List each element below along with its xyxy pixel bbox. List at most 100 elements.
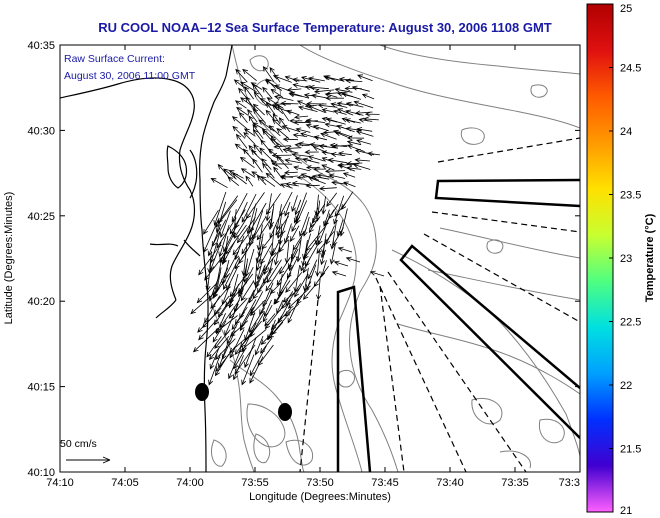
current-vector <box>294 273 309 298</box>
current-vector <box>286 87 302 93</box>
y-axis-label: Latitude (Degrees:Minutes) <box>3 192 15 325</box>
current-vector <box>223 168 237 180</box>
y-tick-label: 40:15 <box>27 382 55 394</box>
current-vector <box>345 78 363 84</box>
current-vector <box>346 165 362 171</box>
current-vector <box>330 219 338 250</box>
current-vector <box>337 164 356 172</box>
current-vector <box>210 178 228 189</box>
current-vector <box>271 234 283 257</box>
current-vector <box>240 168 256 178</box>
x-tick-label: 74:00 <box>176 477 204 489</box>
current-vector <box>229 329 245 359</box>
current-vector <box>234 328 255 356</box>
radar-beam-box-east <box>399 244 580 439</box>
current-vector <box>265 266 283 292</box>
current-vector <box>280 183 293 189</box>
current-vector <box>293 165 311 172</box>
current-vector <box>337 246 353 253</box>
current-vector <box>287 256 299 280</box>
current-vector <box>363 116 379 122</box>
current-vector <box>341 92 362 100</box>
current-vector <box>315 249 321 277</box>
current-vector <box>345 109 364 116</box>
current-vector <box>327 157 348 164</box>
current-vector <box>276 263 291 286</box>
figure-title: RU COOL NOAA–12 Sea Surface Temperature:… <box>98 20 552 35</box>
current-vector <box>333 129 353 138</box>
annotation-line-1: Raw Surface Current: <box>64 53 165 65</box>
current-vector <box>252 281 267 300</box>
current-vector <box>298 105 318 112</box>
current-vector <box>270 159 282 170</box>
current-vector <box>292 132 308 138</box>
current-vector <box>213 305 228 326</box>
current-vector <box>280 174 298 180</box>
colorbar-tick-label: 25 <box>620 3 632 15</box>
current-vector <box>238 328 267 353</box>
x-tick-label: 73:50 <box>306 477 334 489</box>
current-vector <box>334 201 347 217</box>
current-vector <box>290 225 300 243</box>
current-vector <box>204 251 227 281</box>
current-vector <box>276 155 289 169</box>
current-vector <box>357 74 373 82</box>
current-vector <box>217 163 231 180</box>
current-vector <box>271 311 291 336</box>
current-vector <box>259 290 274 316</box>
current-vector <box>344 118 361 124</box>
current-vector <box>302 157 320 164</box>
current-vector <box>289 118 303 124</box>
current-vector <box>329 243 336 265</box>
current-vector <box>341 191 354 210</box>
current-vector <box>249 345 267 377</box>
current-vector <box>279 256 291 275</box>
current-vector <box>229 320 249 337</box>
colorbar-tick-label: 24 <box>620 126 632 138</box>
current-vector <box>278 117 291 133</box>
radar-beam-dashed-lines <box>299 137 580 472</box>
current-vector <box>346 140 362 146</box>
y-tick-label: 40:25 <box>27 211 55 223</box>
current-vector <box>227 176 240 187</box>
current-vector <box>261 158 272 170</box>
current-vector <box>264 313 276 327</box>
current-vector <box>205 259 212 292</box>
x-tick-label: 74:10 <box>46 477 74 489</box>
current-vector <box>278 235 290 253</box>
current-vector <box>265 193 281 215</box>
current-vector <box>324 209 335 227</box>
current-vector <box>262 65 275 83</box>
current-vector <box>361 93 375 100</box>
current-vector <box>283 170 298 176</box>
current-vector <box>259 98 273 106</box>
current-vector <box>308 176 326 185</box>
current-vector <box>332 227 344 247</box>
current-vector <box>347 144 365 152</box>
current-vector <box>304 149 319 155</box>
current-vector <box>295 127 311 133</box>
current-vector <box>354 157 370 163</box>
current-vector <box>190 289 218 315</box>
current-vector <box>231 116 248 130</box>
radar-site-marker-east <box>278 403 292 421</box>
current-vector <box>253 144 263 155</box>
x-axis-ticks: 74:10 74:05 74:00 73:55 73:50 73:45 73:40 73:35… <box>46 45 581 489</box>
current-vector <box>352 163 371 170</box>
current-vector <box>337 108 354 116</box>
current-vector <box>259 147 274 162</box>
radar-site-marker-west <box>195 383 209 401</box>
current-vector <box>287 298 300 324</box>
current-vector <box>313 166 327 172</box>
current-vector <box>214 353 230 377</box>
current-vector <box>267 148 285 162</box>
current-vector <box>244 336 257 369</box>
current-vector <box>335 131 348 138</box>
current-vector <box>333 260 349 267</box>
current-vector <box>294 114 309 120</box>
current-vector <box>345 101 364 108</box>
current-vector <box>233 355 244 381</box>
current-vector <box>241 193 257 223</box>
current-vector <box>356 139 372 145</box>
current-vector <box>250 149 263 162</box>
